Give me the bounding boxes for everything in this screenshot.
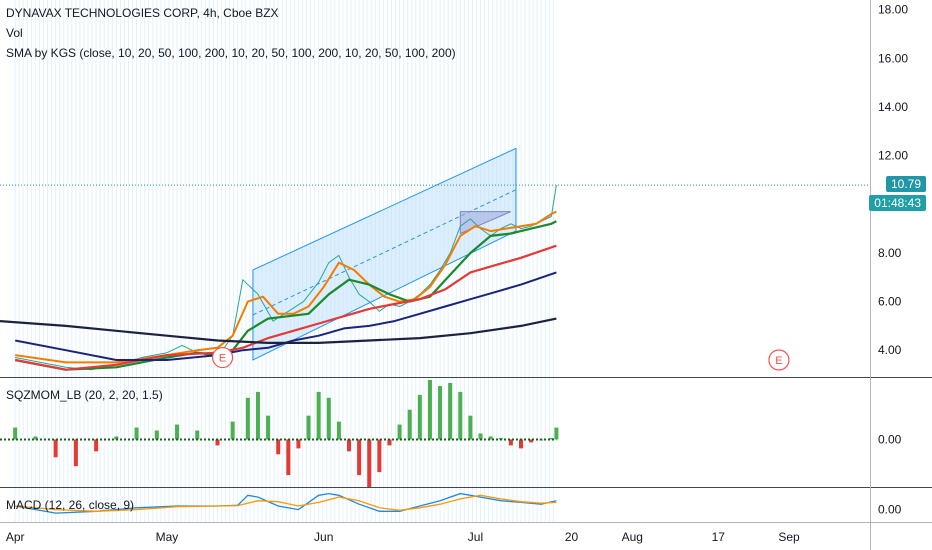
regression-channel bbox=[252, 147, 517, 361]
sqz-bar bbox=[73, 439, 78, 467]
sqz-bar bbox=[134, 427, 139, 440]
sqz-bar bbox=[13, 427, 18, 440]
sqz-bar bbox=[245, 397, 250, 440]
time-tick-label: May bbox=[156, 530, 179, 544]
time-tick-label: 20 bbox=[565, 530, 579, 544]
sqz-bar bbox=[407, 409, 412, 440]
price-tick-label: 4.00 bbox=[878, 343, 902, 357]
time-tick-label: Apr bbox=[6, 530, 25, 544]
sqz-bar bbox=[154, 430, 159, 440]
earnings-label: E bbox=[775, 355, 782, 367]
sqz-bar bbox=[488, 436, 493, 440]
macd-legend: MACD (12, 26, close, 9) bbox=[6, 498, 135, 512]
sqz-bar bbox=[215, 439, 220, 446]
triangle-pattern bbox=[459, 211, 512, 235]
price-tick-label: 14.00 bbox=[878, 100, 908, 114]
price-tick-label: 18.00 bbox=[878, 3, 908, 17]
sqz-bar bbox=[266, 415, 271, 440]
sqz-bar bbox=[468, 415, 473, 440]
price-tick-label: 16.00 bbox=[878, 51, 908, 65]
macd-tick-label: 0.00 bbox=[878, 503, 902, 517]
sma-legend: SMA by KGS (close, 10, 20, 50, 100, 200,… bbox=[6, 46, 456, 60]
sqz-bar bbox=[316, 391, 321, 440]
sqz-bar bbox=[377, 439, 382, 473]
series-sma-100 bbox=[15, 271, 557, 361]
sqz-bar bbox=[508, 439, 513, 446]
sqz-bar bbox=[336, 421, 341, 440]
sqz-bar bbox=[347, 439, 352, 452]
time-tick-label: Aug bbox=[622, 530, 643, 544]
countdown-tag: 01:48:43 bbox=[869, 195, 926, 211]
sqz-bar bbox=[114, 436, 119, 440]
sqz-bar bbox=[230, 421, 235, 440]
sqz-bar bbox=[417, 394, 422, 440]
series-close bbox=[15, 185, 557, 371]
last-price-tag: 10.79 bbox=[885, 176, 926, 192]
vol-legend: Vol bbox=[6, 26, 23, 40]
sqz-bar bbox=[448, 382, 453, 440]
price-tick-label: 12.00 bbox=[878, 149, 908, 163]
sqz-bar bbox=[397, 424, 402, 440]
sqz-bar bbox=[94, 439, 99, 452]
series-sma-50 bbox=[14, 244, 557, 371]
sqz-tick-label: 0.00 bbox=[878, 432, 902, 446]
sqz-bar bbox=[33, 436, 38, 440]
sqz-bar bbox=[549, 437, 554, 440]
time-tick-label: 17 bbox=[712, 530, 726, 544]
sqz-bar bbox=[458, 391, 463, 440]
sqz-bar bbox=[286, 439, 291, 476]
sqz-bar bbox=[529, 439, 534, 443]
macd-series-signal bbox=[15, 494, 557, 512]
sqz-bar bbox=[367, 439, 372, 487]
sqz-bar bbox=[326, 397, 331, 440]
sqz-bar bbox=[195, 430, 200, 440]
time-tick-label: Sep bbox=[778, 530, 800, 544]
sqz-bar bbox=[175, 424, 180, 440]
time-tick-label: Jun bbox=[314, 530, 333, 544]
sqz-bar bbox=[478, 433, 483, 440]
sqz-bar bbox=[53, 439, 58, 458]
sqz-bar bbox=[296, 439, 301, 449]
time-tick-label: Jul bbox=[468, 530, 483, 544]
sqz-bar bbox=[438, 385, 443, 440]
price-tick-label: 6.00 bbox=[878, 295, 902, 309]
sqz-bar bbox=[554, 427, 559, 440]
earnings-marker: E bbox=[768, 349, 790, 371]
earnings-circle bbox=[211, 346, 234, 369]
series-sma-200 bbox=[0, 317, 557, 344]
series-sma-10 bbox=[15, 210, 557, 364]
sqz-bar bbox=[387, 439, 392, 446]
sqz-bar bbox=[255, 391, 260, 440]
earnings-marker: E bbox=[211, 346, 234, 369]
sqz-bar bbox=[306, 415, 311, 440]
earnings-label: E bbox=[219, 353, 226, 365]
sqz-bar bbox=[276, 439, 281, 455]
earnings-circle bbox=[768, 349, 790, 371]
sqz-bar bbox=[518, 439, 523, 449]
price-tick-label: 8.00 bbox=[878, 246, 902, 260]
sqz-bar bbox=[427, 380, 432, 440]
sqz-legend: SQZMOM_LB (20, 2, 20, 1.5) bbox=[6, 388, 163, 402]
sqz-bar bbox=[357, 439, 362, 476]
symbol-title: DYNAVAX TECHNOLOGIES CORP, 4h, Cboe BZX bbox=[6, 6, 279, 20]
